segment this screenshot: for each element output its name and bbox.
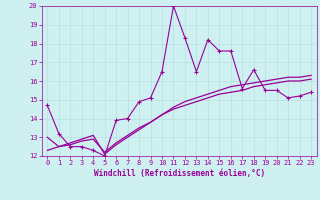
- X-axis label: Windchill (Refroidissement éolien,°C): Windchill (Refroidissement éolien,°C): [94, 169, 265, 178]
